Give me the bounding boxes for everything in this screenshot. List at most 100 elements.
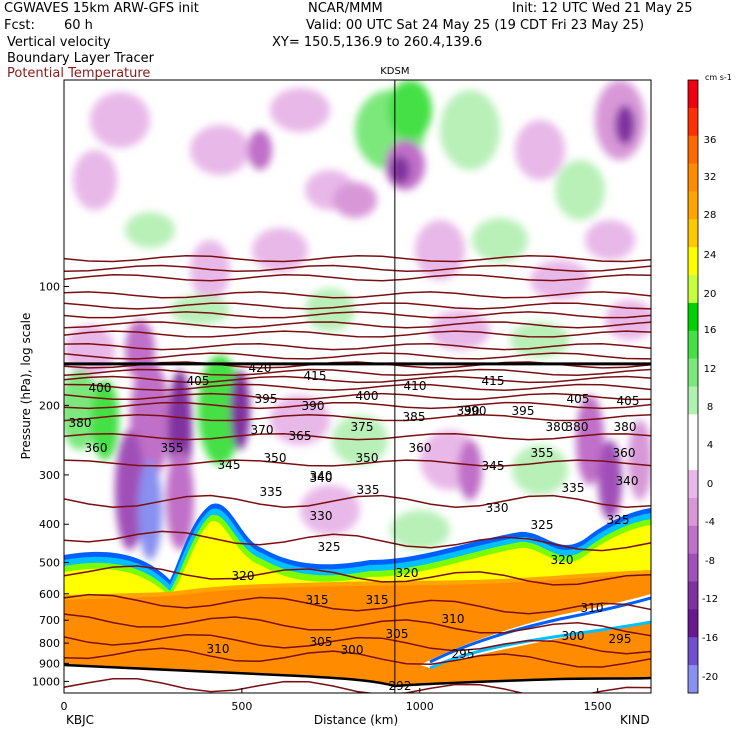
colorbar-swatch bbox=[688, 637, 698, 666]
colorbar-swatch bbox=[688, 163, 698, 192]
theta-label: 400 bbox=[356, 389, 379, 403]
x-tick-label: 0 bbox=[61, 700, 68, 713]
theta-contour-300 bbox=[64, 634, 651, 655]
theta-label: 350 bbox=[264, 451, 287, 465]
theta-label: 395 bbox=[255, 392, 278, 406]
colorbar-tick-label: -8 bbox=[705, 556, 715, 567]
colorbar-swatch bbox=[688, 386, 698, 415]
theta-contour-365 bbox=[64, 368, 651, 377]
colorbar-swatch bbox=[688, 497, 698, 527]
colorbar-swatch bbox=[688, 609, 698, 638]
colorbar-swatch bbox=[688, 581, 698, 610]
colorbar-swatch bbox=[688, 219, 698, 248]
y-tick-label: 800 bbox=[39, 637, 60, 650]
theta-contour-345 bbox=[64, 401, 651, 410]
theta-label: 345 bbox=[218, 458, 241, 472]
theta-label: 405 bbox=[187, 374, 210, 388]
theta-contour-295 bbox=[64, 647, 651, 668]
plot-area: 4204154104154004053953904003853903954054… bbox=[64, 80, 651, 693]
theta-contour-305 bbox=[64, 613, 651, 637]
terrain bbox=[64, 665, 651, 693]
valid-time: Valid: 00 UTC Sat 24 May 25 (19 CDT Fri … bbox=[306, 18, 645, 33]
theta-contour-405 bbox=[64, 291, 651, 299]
theta-contour-420 bbox=[64, 254, 651, 263]
theta-label: 415 bbox=[304, 369, 327, 383]
y-tick-label: 300 bbox=[39, 469, 60, 482]
y-axis-label: Pressure (hPa), log scale bbox=[19, 313, 33, 460]
theta-label: 310 bbox=[207, 642, 230, 656]
colorbar-tick-label: 32 bbox=[704, 172, 717, 183]
colorbar-tick-label: 16 bbox=[704, 325, 717, 336]
theta-label: 335 bbox=[357, 483, 380, 497]
y-tick-label: 900 bbox=[39, 657, 60, 670]
theta-contour-350 bbox=[64, 392, 651, 401]
colorbar-swatch bbox=[688, 191, 698, 220]
colorbar-swatch bbox=[688, 80, 698, 109]
theta-label: 320 bbox=[551, 553, 574, 567]
theta-label: 360 bbox=[85, 441, 108, 455]
colorbar-tick-label: 12 bbox=[704, 364, 717, 375]
colorbar-swatch bbox=[688, 135, 698, 165]
init-time: Init: 12 UTC Wed 21 May 25 bbox=[512, 1, 693, 16]
colorbar-swatch bbox=[688, 107, 698, 137]
theta-label: 410 bbox=[404, 379, 427, 393]
theta-contour-340 bbox=[64, 414, 651, 422]
y-tick-label: 600 bbox=[39, 588, 60, 601]
colorbar-tick-label: 20 bbox=[704, 289, 717, 300]
theta-contour-395 bbox=[64, 311, 651, 319]
theta-contour-330 bbox=[64, 459, 651, 467]
y-tick-label: 700 bbox=[39, 614, 60, 627]
y-tick-label: 200 bbox=[39, 399, 60, 412]
colorbar-swatch bbox=[688, 470, 698, 499]
theta-contour-310 bbox=[64, 593, 651, 615]
x-axis-label: Distance (km) bbox=[314, 713, 398, 727]
theta-contour-320 bbox=[64, 530, 651, 552]
theta-label: 310 bbox=[581, 601, 604, 615]
start-station-label: KBJC bbox=[66, 713, 94, 727]
theta-contour-325 bbox=[64, 494, 651, 509]
theta-label: 300 bbox=[341, 643, 364, 657]
cross-section-endpoints: XY= 150.5,136.9 to 260.4,139.6 bbox=[272, 35, 483, 50]
theta-label: 380 bbox=[546, 420, 569, 434]
x-tick-label: 1000 bbox=[406, 700, 434, 713]
colorbar: 36 32 28 24 20 16 12 8 4 0 -4 -8 -12 -16 -20 bbox=[687, 79, 718, 694]
theta-label: 330 bbox=[310, 509, 333, 523]
colorbar-tick-label: 28 bbox=[704, 210, 717, 221]
theta-contour-labels: 4204154104154004053953904003853903954054… bbox=[69, 361, 640, 693]
plot-frame bbox=[63, 79, 652, 694]
colorbar-tick-label: -20 bbox=[702, 672, 718, 683]
theta-label: 325 bbox=[607, 513, 630, 527]
theta-contour-400 bbox=[64, 302, 651, 310]
theta-label: 340 bbox=[310, 471, 333, 485]
theta-label: 320 bbox=[396, 566, 419, 580]
theta-label: 405 bbox=[617, 394, 640, 408]
theta-label: 380 bbox=[69, 416, 92, 430]
theta-label: 380 bbox=[566, 420, 589, 434]
theta-label: 295 bbox=[452, 647, 475, 661]
colorbar-tick-label: 4 bbox=[707, 440, 713, 451]
theta-label: 350 bbox=[356, 451, 379, 465]
theta-contour-335 bbox=[64, 433, 651, 441]
theta-label: 315 bbox=[366, 593, 389, 607]
theta-label: 380 bbox=[614, 420, 637, 434]
boundary-layer-tracer bbox=[64, 503, 651, 693]
theta-label: 325 bbox=[531, 518, 554, 532]
center-label: NCAR/MMM bbox=[308, 1, 383, 16]
colorbar-swatch bbox=[688, 525, 698, 555]
colorbar-unit: cm s-1 bbox=[705, 73, 732, 82]
theta-label: 355 bbox=[531, 446, 554, 460]
colorbar-swatch bbox=[688, 275, 698, 304]
colorbar-swatch bbox=[688, 330, 698, 360]
field-boundary-layer: Boundary Layer Tracer bbox=[7, 51, 154, 66]
colorbar-swatch bbox=[688, 358, 698, 387]
field-potential-temperature: Potential Temperature bbox=[7, 66, 151, 81]
y-tick-label: 500 bbox=[39, 557, 60, 570]
colorbar-swatch bbox=[688, 553, 698, 583]
theta-label: 310 bbox=[442, 612, 465, 626]
theta-label: 325 bbox=[318, 540, 341, 554]
colorbar-swatch bbox=[688, 414, 698, 443]
station-marker-label: KDSM bbox=[380, 66, 409, 77]
y-tick-label: 400 bbox=[39, 518, 60, 531]
theta-contour-lines bbox=[64, 254, 651, 693]
